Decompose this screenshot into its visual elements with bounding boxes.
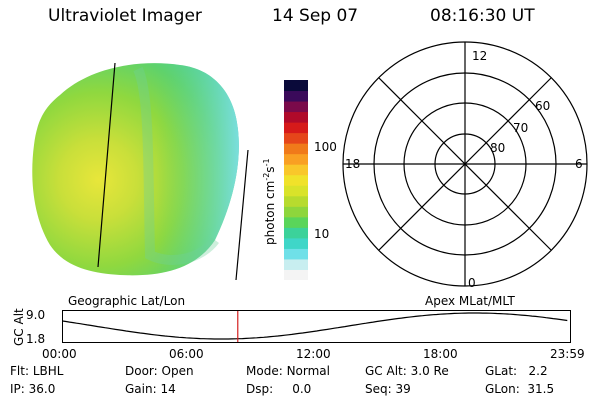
colorbar-swatch (284, 185, 308, 197)
polar-label-18: 18 (345, 157, 360, 171)
info-dsp: Dsp: 0.0 (246, 382, 312, 396)
polar-label-0: 0 (468, 276, 476, 290)
apex-title: Apex MLat/MLT (425, 294, 515, 308)
time-label-0600: 06:00 (169, 347, 204, 361)
time-label-0000: 00:00 (42, 347, 77, 361)
colorbar-swatch (284, 132, 308, 144)
polar-ring-70: 70 (513, 121, 528, 135)
timeline-y-bottom: 1.8 (26, 332, 46, 346)
timeline-y-top: 9.0 (26, 308, 46, 322)
time-label-1800: 18:00 (423, 347, 458, 361)
polar-ring-80: 80 (490, 141, 505, 155)
colorbar-swatch (284, 269, 308, 280)
info-gc-alt: GC Alt: 3.0 Re (365, 364, 449, 378)
polar-ring-60: 60 (535, 99, 550, 113)
colorbar-swatch (284, 237, 308, 249)
colorbar-swatch (284, 174, 308, 186)
terminator-line (97, 62, 116, 268)
polar-plot: 12 0 18 6 60 70 80 (342, 41, 588, 290)
colorbar-swatch (284, 80, 308, 92)
info-mode: Mode: Normal (246, 364, 330, 378)
polar-label-6: 6 (575, 157, 583, 171)
colorbar-tick-10: 10 (314, 227, 330, 241)
colorbar-swatch (284, 195, 308, 207)
info-gain: Gain: 14 (125, 382, 176, 396)
colorbar-tick-100: 100 (314, 140, 337, 154)
info-glat: GLat: 2.2 (485, 364, 548, 378)
info-filter: Flt: LBHL (10, 364, 64, 378)
timeline-axis-label: GC Alt (12, 308, 26, 346)
observation-time: 08:16:30 UT (430, 6, 535, 26)
info-door: Door: Open (125, 364, 194, 378)
limb-line (235, 149, 249, 281)
colorbar-swatch (284, 248, 308, 260)
observation-date: 14 Sep 07 (272, 6, 359, 26)
geographic-title: Geographic Lat/Lon (68, 294, 186, 308)
instrument-title: Ultraviolet Imager (48, 6, 202, 26)
colorbar-unit-label: photon cm-2s-1 (262, 158, 277, 245)
time-label-2359: 23:59 (550, 347, 585, 361)
colorbar-swatch (284, 111, 308, 123)
altitude-curve (62, 312, 568, 340)
colorbar-swatch (284, 101, 308, 113)
colorbar-swatch (284, 143, 308, 155)
colorbar-swatch (284, 90, 308, 102)
colorbar-swatch (284, 227, 308, 239)
auroral-image (32, 62, 249, 281)
colorbar-swatch (284, 164, 308, 176)
info-ip: IP: 36.0 (10, 382, 56, 396)
time-label-1200: 12:00 (296, 347, 331, 361)
color-scale-bar (284, 80, 308, 280)
colorbar-swatch (284, 206, 308, 218)
colorbar-swatch (284, 216, 308, 228)
colorbar-swatch (284, 258, 308, 270)
info-seq: Seq: 39 (365, 382, 411, 396)
info-glon: GLon: 31.5 (485, 382, 555, 396)
polar-label-12: 12 (472, 49, 487, 63)
colorbar-swatch (284, 153, 308, 165)
altitude-timeline (62, 310, 571, 343)
colorbar-swatch (284, 122, 308, 134)
